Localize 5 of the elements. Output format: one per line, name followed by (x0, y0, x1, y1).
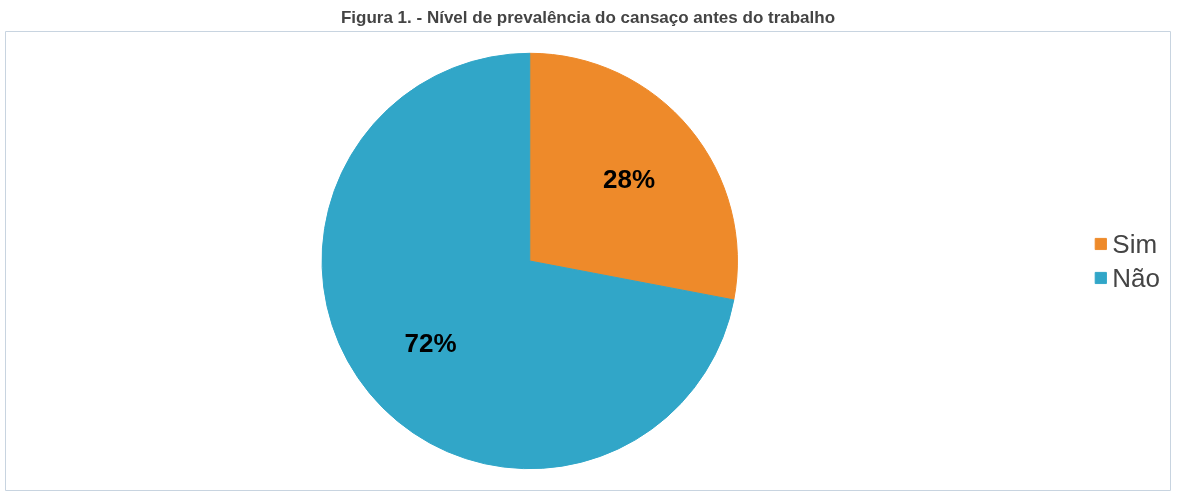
data-label: 72% (404, 328, 457, 359)
data-label: 28% (602, 163, 655, 194)
legend-label: Sim (1112, 228, 1158, 259)
chart-title: Figura 1. - Nível de prevalência do cansaço antes do trabalho (340, 7, 836, 27)
legend-label: Não (1112, 262, 1160, 293)
